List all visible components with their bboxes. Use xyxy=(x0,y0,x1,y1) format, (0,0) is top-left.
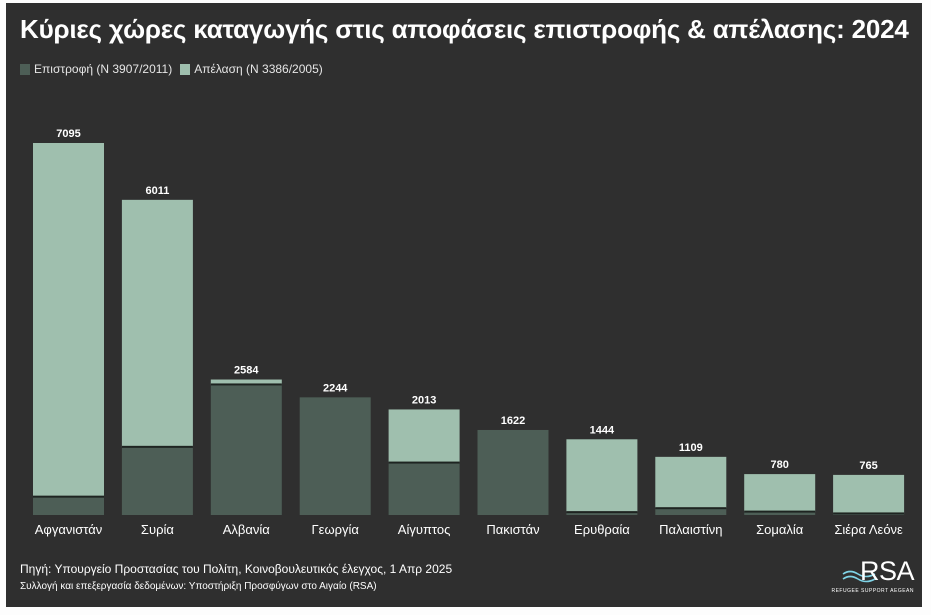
source-note: Πηγή: Υπουργείο Προστασίας του Πολίτη, Κ… xyxy=(20,562,453,576)
bar-4-category-label: Γεωργία xyxy=(311,522,359,537)
bar-5-divider xyxy=(388,461,460,464)
rsa-logo: RSA REFUGEE SUPPORT AEGEAN xyxy=(831,556,918,596)
bar-3-value-label: 2584 xyxy=(234,365,259,377)
bar-6-return xyxy=(477,429,549,515)
bar-5-deportation xyxy=(388,409,460,463)
bar-6-category-label: Πακιστάν xyxy=(486,522,539,537)
bar-2-return xyxy=(121,446,193,515)
bar-4-value-label: 2244 xyxy=(323,382,348,394)
legend-swatch-return xyxy=(20,63,30,75)
bar-7-deportation xyxy=(566,439,638,513)
bar-7-divider xyxy=(566,511,638,514)
bar-1-return xyxy=(33,496,104,515)
bar-7-category-label: Ερυθραία xyxy=(574,522,630,537)
bar-1-value-label: 7095 xyxy=(56,128,80,140)
legend-swatch-deportation xyxy=(180,63,191,75)
wave-icon xyxy=(842,570,876,583)
bar-10-deportation xyxy=(833,474,905,514)
bar-3-category-label: Αλβανία xyxy=(223,522,271,537)
bar-3-return xyxy=(210,384,282,515)
logo-subtitle: REFUGEE SUPPORT AEGEAN xyxy=(831,588,914,594)
bar-9-value-label: 780 xyxy=(771,459,789,471)
bar-4-return xyxy=(299,397,371,515)
bar-1-deportation xyxy=(33,143,104,497)
bar-2-value-label: 6011 xyxy=(145,185,169,197)
legend-label-return: Επιστροφή (N 3907/2011) xyxy=(34,62,173,76)
legend-label-deportation: Απέλαση (N 3386/2005) xyxy=(194,62,323,76)
bar-8-deportation xyxy=(655,456,727,509)
bar-chart: 7095 Αφγανιστάν 6011 Συρία 2584 Αλβανία 2244 Γε… xyxy=(33,128,905,537)
credit-note: Συλλογή και επεξεργασία δεδομένων: Υποστ… xyxy=(20,581,377,592)
chart-title: Κύριες χώρες καταγωγής στις αποφάσεις επ… xyxy=(20,14,909,44)
chart-frame: Κύριες χώρες καταγωγής στις αποφάσεις επ… xyxy=(6,3,922,607)
bar-8-return xyxy=(655,508,727,515)
bar-7-return xyxy=(566,512,638,515)
bar-10-divider xyxy=(833,512,905,515)
bar-8-divider xyxy=(655,507,727,510)
bar-10-category-label: Σιέρα Λεόνε xyxy=(834,522,903,537)
bar-2-category-label: Συρία xyxy=(141,522,174,537)
bar-8-value-label: 1109 xyxy=(679,442,703,454)
bar-6-value-label: 1622 xyxy=(501,415,525,427)
bar-1-divider xyxy=(33,495,104,498)
bar-9-deportation xyxy=(744,474,816,512)
bar-3-deportation xyxy=(210,379,282,385)
bar-9-divider xyxy=(744,510,816,513)
legend-item-deportation: Απέλαση (N 3386/2005) xyxy=(180,62,323,76)
logo-text: RSA xyxy=(859,556,915,586)
bar-10-value-label: 765 xyxy=(859,460,877,472)
legend: Επιστροφή (N 3907/2011) Απέλαση (N 3386/… xyxy=(20,62,331,76)
bar-3-divider xyxy=(210,383,282,386)
bar-2-divider xyxy=(121,445,193,448)
bar-5-category-label: Αίγυπτος xyxy=(398,522,451,537)
bar-5-return xyxy=(388,462,460,515)
bar-2-deportation xyxy=(121,199,193,447)
bar-5-value-label: 2013 xyxy=(412,394,436,406)
bar-9-category-label: Σομαλία xyxy=(756,522,804,537)
bar-1-category-label: Αφγανιστάν xyxy=(35,522,103,537)
legend-item-return: Επιστροφή (N 3907/2011) xyxy=(20,62,172,76)
bar-7-value-label: 1444 xyxy=(590,424,615,436)
bar-9-return xyxy=(744,511,816,515)
bar-8-category-label: Παλαιστίνη xyxy=(659,522,722,537)
